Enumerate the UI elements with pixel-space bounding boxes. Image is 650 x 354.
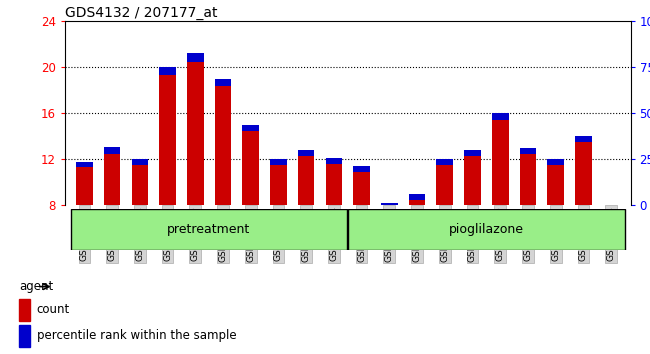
Bar <box>76 167 93 205</box>
Bar <box>187 62 203 205</box>
Text: percentile rank within the sample: percentile rank within the sample <box>36 329 237 342</box>
Bar <box>436 165 453 205</box>
Text: pioglilazone: pioglilazone <box>449 223 524 236</box>
Bar <box>326 158 342 164</box>
Bar <box>464 156 481 205</box>
Bar <box>159 75 176 205</box>
Bar <box>381 203 398 209</box>
Bar <box>547 165 564 205</box>
Bar <box>464 150 481 156</box>
Text: count: count <box>36 303 70 316</box>
Bar <box>603 205 619 211</box>
Bar <box>298 156 315 205</box>
Bar <box>214 79 231 86</box>
Bar <box>270 159 287 165</box>
Text: GDS4132 / 207177_at: GDS4132 / 207177_at <box>65 6 218 20</box>
Bar <box>298 150 315 156</box>
Bar <box>20 299 31 321</box>
Bar <box>354 166 370 172</box>
Bar <box>575 142 592 205</box>
Bar <box>131 159 148 165</box>
Bar <box>603 205 619 211</box>
Bar <box>242 125 259 131</box>
Bar <box>519 148 536 154</box>
Bar <box>270 165 287 205</box>
Bar <box>71 209 347 250</box>
Text: agent: agent <box>20 280 53 293</box>
Bar <box>20 325 31 347</box>
Bar <box>409 200 425 205</box>
Bar <box>214 86 231 205</box>
Bar <box>436 159 453 165</box>
Bar <box>381 205 398 209</box>
Bar <box>409 194 425 200</box>
Bar <box>492 113 508 120</box>
Bar <box>159 67 176 75</box>
Bar <box>76 161 93 167</box>
Bar <box>348 209 625 250</box>
Bar <box>242 131 259 205</box>
Bar <box>104 147 120 154</box>
Bar <box>575 136 592 142</box>
Bar <box>326 164 342 205</box>
Bar <box>492 120 508 205</box>
Bar <box>131 165 148 205</box>
Bar <box>187 53 203 62</box>
Bar <box>354 172 370 205</box>
Bar <box>547 159 564 165</box>
Bar <box>519 154 536 205</box>
Bar <box>104 154 120 205</box>
Text: pretreatment: pretreatment <box>167 223 250 236</box>
